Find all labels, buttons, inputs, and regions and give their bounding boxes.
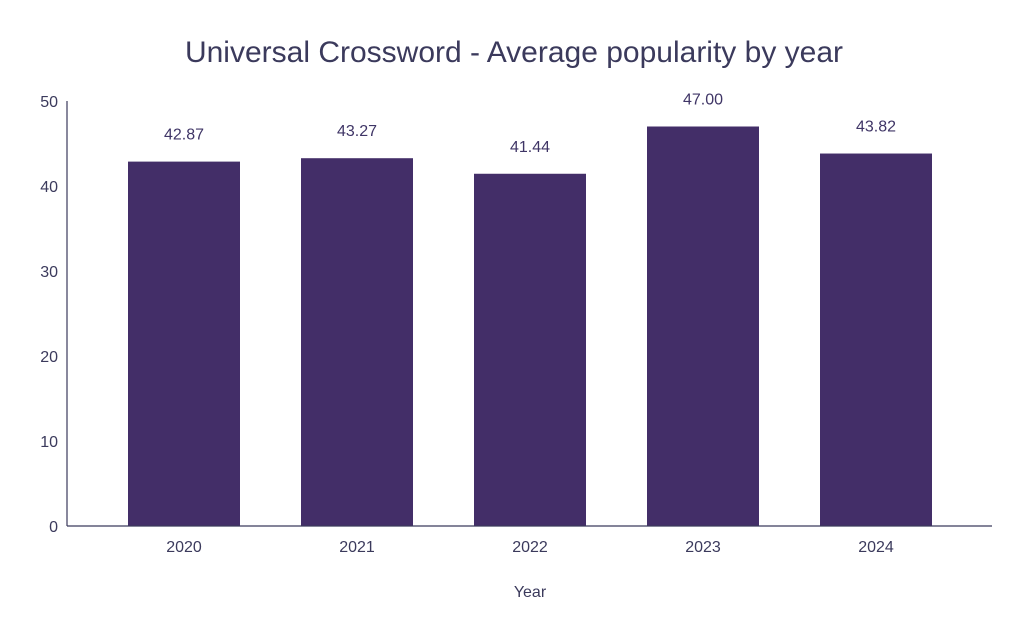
bar-value-label: 43.27: [337, 123, 377, 140]
bar-2024: [820, 153, 932, 526]
chart-title: Universal Crossword - Average popularity…: [185, 36, 843, 69]
y-tick-label: 0: [49, 519, 58, 536]
x-tick-label: 2023: [685, 539, 721, 556]
bar-2020: [128, 161, 240, 527]
bar-value-labels: 42.87 43.27 41.44 47.00 43.82: [164, 92, 896, 156]
bar-value-label: 42.87: [164, 127, 204, 144]
bar-value-label: 41.44: [510, 139, 550, 156]
bar-2023: [647, 126, 759, 526]
y-axis-ticks: 0 10 20 30 40 50: [40, 94, 58, 536]
x-axis-ticks: 2020 2021 2022 2023 2024: [166, 539, 894, 556]
y-tick-label: 10: [40, 434, 58, 451]
x-tick-label: 2022: [512, 539, 548, 556]
y-tick-label: 20: [40, 349, 58, 366]
bar-value-label: 43.82: [856, 119, 896, 136]
bars-group: [128, 126, 932, 527]
x-tick-label: 2020: [166, 539, 202, 556]
y-tick-label: 50: [40, 94, 58, 111]
bar-value-label: 47.00: [683, 92, 723, 109]
y-tick-label: 40: [40, 179, 58, 196]
bar-2022: [474, 173, 586, 526]
bar-2021: [301, 158, 413, 526]
x-tick-label: 2021: [339, 539, 375, 556]
x-axis-title: Year: [514, 584, 547, 601]
y-tick-label: 30: [40, 264, 58, 281]
x-tick-label: 2024: [858, 539, 894, 556]
